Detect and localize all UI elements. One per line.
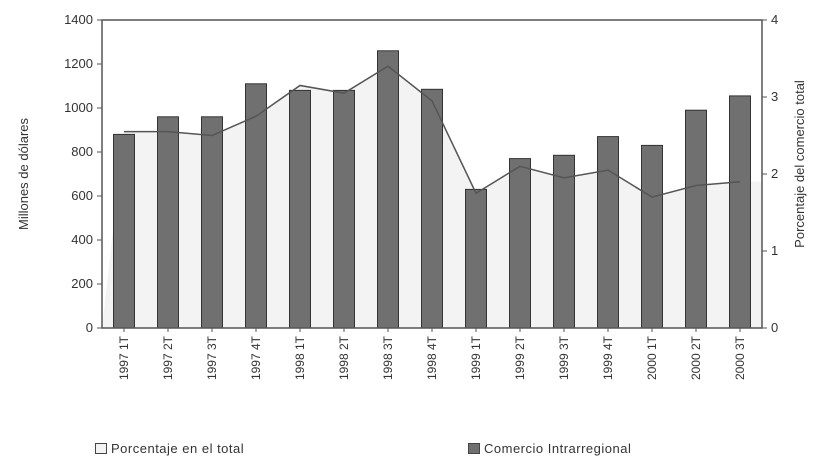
bar-1997-3T (201, 116, 223, 329)
x-tick-label-1998-1T: 1998 1T (293, 335, 307, 380)
x-tick-label-1997-4T: 1997 4T (249, 335, 263, 380)
legend-item-porcentaje: Porcentaje en el total (95, 441, 244, 456)
x-tick-label-1997-2T: 1997 2T (161, 335, 175, 380)
y-tick-label-0: 0 (86, 320, 93, 335)
y-tick-label-1000: 1000 (64, 100, 93, 115)
y-tick-label-600: 600 (71, 188, 93, 203)
x-tick-label-1999-2T: 1999 2T (513, 335, 527, 380)
y2-tick-label-3: 3 (771, 89, 778, 104)
x-tick-label-1999-3T: 1999 3T (557, 335, 571, 380)
y2-tick-label-0: 0 (771, 320, 778, 335)
y2-tick-label-4: 4 (771, 12, 778, 27)
x-tick-label-1997-1T: 1997 1T (117, 335, 131, 380)
y-tick-label-800: 800 (71, 144, 93, 159)
bar-1997-4T (245, 83, 267, 329)
percentage-line (124, 65, 741, 198)
bar-1999-1T (465, 188, 487, 329)
x-tick-label-1998-3T: 1998 3T (381, 335, 395, 380)
x-tick-label-1999-4T: 1999 4T (601, 335, 615, 380)
bar-1999-4T (597, 136, 619, 329)
bar-1998-2T (333, 89, 355, 329)
bar-2000-3T (729, 95, 751, 329)
legend-swatch-porcentaje (95, 443, 107, 454)
y-tick-label-400: 400 (71, 232, 93, 247)
y2-axis-title: Porcentaje del comercio total (792, 80, 807, 248)
x-tick-label-1997-3T: 1997 3T (205, 335, 219, 380)
x-tick-label-2000-3T: 2000 3T (733, 335, 747, 380)
bar-1998-3T (377, 50, 399, 329)
chart: 0 200 400 600 800 1000 1200 1400 0 1 2 3 4 1997 1T 199… (16, 12, 807, 380)
legend-item-comercio: Comercio Intrarregional (468, 441, 631, 456)
x-tick-label-1998-4T: 1998 4T (425, 335, 439, 380)
bar-2000-2T (685, 109, 707, 329)
bar-1997-1T (113, 133, 135, 329)
y2-tick-label-2: 2 (771, 166, 778, 181)
y2-tick-label-1: 1 (771, 243, 778, 258)
legend-label-porcentaje: Porcentaje en el total (111, 441, 245, 456)
legend-swatch-comercio (468, 443, 480, 454)
bar-2000-1T (641, 144, 663, 329)
x-tick-label-1998-2T: 1998 2T (337, 335, 351, 380)
bar-1997-2T (157, 116, 179, 329)
bar-1999-2T (509, 158, 531, 329)
bar-1998-4T (421, 88, 443, 329)
x-tick-label-2000-2T: 2000 2T (689, 335, 703, 380)
x-tick-label-1999-1T: 1999 1T (469, 335, 483, 380)
legend-label-comercio: Comercio Intrarregional (484, 441, 632, 456)
y-tick-label-1200: 1200 (64, 56, 93, 71)
y-axis-title: Millones de dólares (16, 118, 31, 231)
y-tick-label-1400: 1400 (64, 12, 93, 27)
y-tick-label-200: 200 (71, 276, 93, 291)
x-tick-label-2000-1T: 2000 1T (645, 335, 659, 380)
bar-1998-1T (289, 89, 311, 329)
bar-1999-3T (553, 154, 575, 329)
